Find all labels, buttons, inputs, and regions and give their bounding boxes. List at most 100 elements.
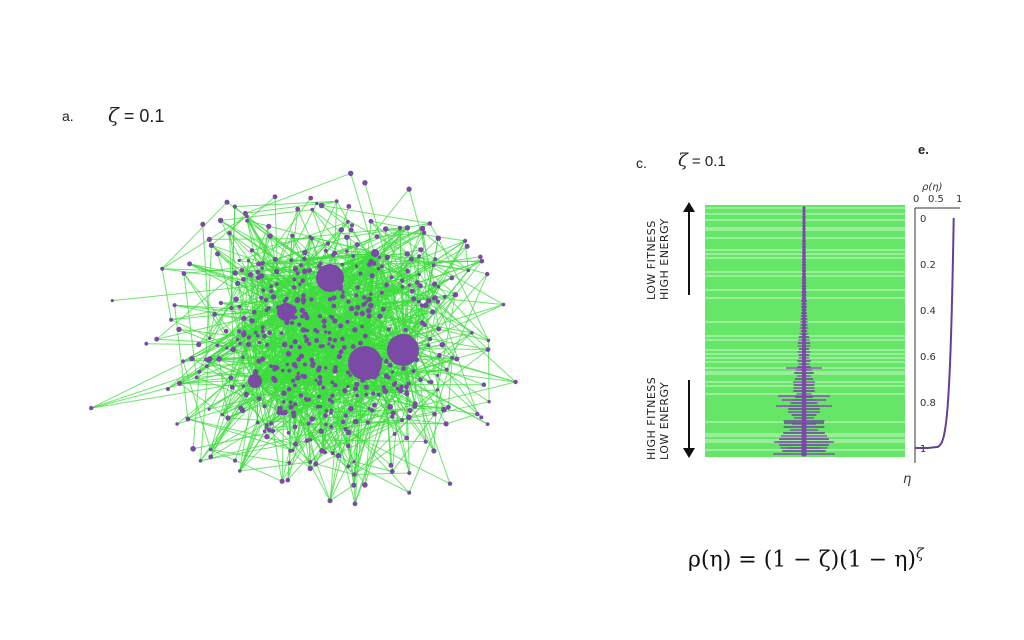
network-node xyxy=(329,424,334,429)
network-node xyxy=(358,340,363,346)
network-node xyxy=(454,356,460,362)
network-node xyxy=(185,416,191,422)
network-edge xyxy=(246,215,295,308)
network-edge xyxy=(420,332,473,381)
network-edge xyxy=(423,232,469,271)
network-edge xyxy=(330,273,361,317)
occupancy-node xyxy=(801,316,807,322)
network-node xyxy=(363,333,368,339)
network-node xyxy=(417,272,421,277)
network-node xyxy=(215,343,220,348)
network-node xyxy=(330,451,335,456)
network-node xyxy=(362,295,367,300)
network-edge xyxy=(246,370,290,395)
occupancy-node xyxy=(802,239,806,243)
network-node xyxy=(406,381,411,386)
network-node xyxy=(207,356,213,362)
network-edge xyxy=(230,377,280,413)
network-node xyxy=(345,249,349,253)
network-node xyxy=(293,402,298,407)
network-node xyxy=(426,343,431,348)
network-node xyxy=(237,329,242,334)
network-node xyxy=(315,201,319,206)
network-node xyxy=(177,380,183,386)
network-node xyxy=(446,404,451,410)
network-edge xyxy=(285,297,436,313)
network-edge xyxy=(386,228,423,258)
high-fitness-line2: LOW ENERGY xyxy=(658,381,671,460)
network-node xyxy=(470,331,474,335)
network-node xyxy=(288,448,293,453)
network-node xyxy=(355,393,360,398)
network-node xyxy=(346,464,351,469)
network-node xyxy=(352,418,359,425)
occupancy-node xyxy=(802,275,806,279)
network-node xyxy=(463,238,468,243)
network-node xyxy=(340,419,346,424)
network-node xyxy=(181,359,186,364)
network-node xyxy=(300,297,307,303)
network-edge xyxy=(294,277,331,405)
occupancy-node xyxy=(802,212,806,216)
network-node xyxy=(286,387,292,392)
network-node xyxy=(390,414,395,419)
occupancy-node xyxy=(802,221,806,225)
network-node xyxy=(228,375,234,381)
network-node xyxy=(485,347,491,352)
network-node xyxy=(354,264,359,268)
network-edge xyxy=(257,252,376,273)
network-node xyxy=(435,388,440,392)
left-tick-label: 0.4 xyxy=(920,306,936,317)
network-node xyxy=(430,309,436,315)
network-node xyxy=(481,382,487,388)
network-node xyxy=(321,318,327,324)
network-node xyxy=(215,251,221,257)
network-node xyxy=(189,355,195,362)
network-edge xyxy=(229,212,246,234)
network-node xyxy=(265,342,270,347)
network-node xyxy=(310,207,315,212)
network-node xyxy=(386,327,391,332)
network-edge xyxy=(210,370,284,450)
network-node xyxy=(264,434,270,440)
network-node xyxy=(247,343,251,347)
occupancy-node xyxy=(802,257,806,261)
network-node xyxy=(225,346,229,350)
network-edge xyxy=(310,416,410,469)
network-node xyxy=(300,278,306,284)
network-node xyxy=(292,277,297,282)
network-edge xyxy=(325,367,344,422)
network-node xyxy=(304,438,310,443)
network-node xyxy=(429,379,434,385)
network-node xyxy=(295,206,301,212)
network-node xyxy=(327,342,331,346)
network-edge xyxy=(329,484,355,502)
network-node xyxy=(267,330,272,335)
down-arrow-head-icon xyxy=(683,448,695,458)
network-node xyxy=(279,478,285,484)
network-node xyxy=(355,285,360,290)
network-node xyxy=(260,266,264,270)
network-hub-node xyxy=(277,303,295,321)
network-node xyxy=(351,482,357,488)
network-node xyxy=(352,386,359,392)
network-node xyxy=(366,296,372,302)
network-node xyxy=(260,261,265,266)
low-fitness-label: LOW FITNESS HIGH ENERGY xyxy=(645,218,671,300)
network-node xyxy=(348,170,354,176)
network-node xyxy=(245,218,250,223)
network-node xyxy=(314,338,320,343)
network-node xyxy=(486,338,491,343)
network-node xyxy=(291,378,296,383)
network-node xyxy=(325,241,331,246)
network-node xyxy=(241,355,245,359)
network-node xyxy=(346,370,350,375)
network-node xyxy=(513,379,518,385)
network-node xyxy=(436,373,440,377)
network-edge xyxy=(174,305,189,420)
network-node xyxy=(399,384,404,389)
network-node xyxy=(287,460,292,465)
network-edge xyxy=(429,301,439,340)
network-edge xyxy=(416,348,489,350)
network-node xyxy=(307,268,312,274)
